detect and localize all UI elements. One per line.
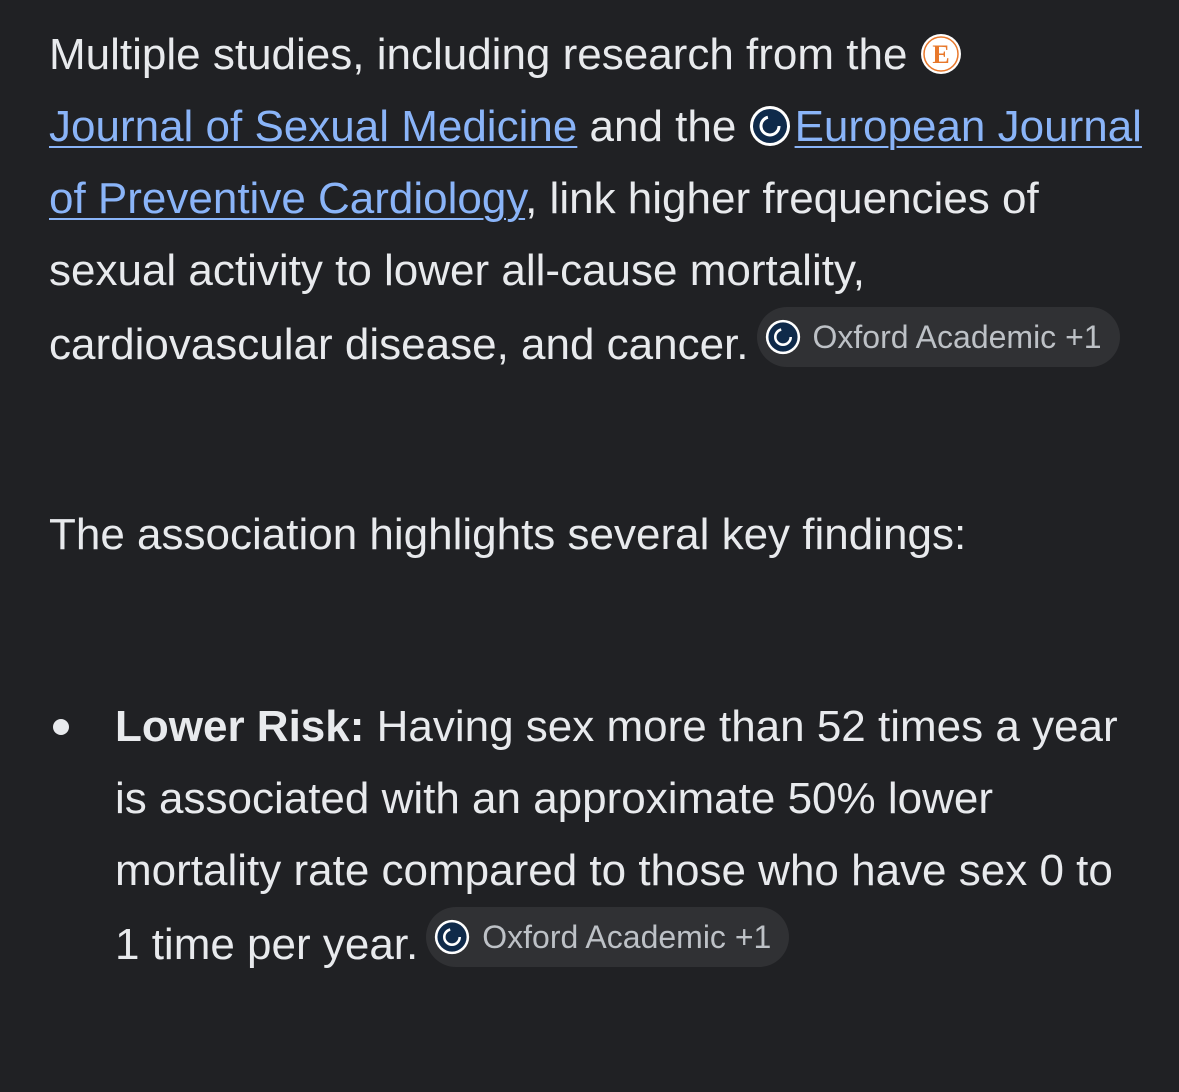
- source-chip[interactable]: Oxford Academic +1: [426, 907, 790, 967]
- source-chip-label: Oxford Academic +1: [812, 319, 1102, 355]
- paragraph-text: , link higher frequencies of sexual acti…: [49, 174, 1039, 369]
- oxford-academic-icon: [434, 919, 470, 955]
- e-letter-icon[interactable]: E: [920, 33, 962, 75]
- paragraph-studies: Multiple studies, including research fro…: [49, 19, 1149, 381]
- oxford-academic-icon[interactable]: [749, 105, 791, 147]
- european-journal-of-preventive-cardiology-link[interactable]: European Journal of Preventive Cardiolog…: [49, 102, 1142, 223]
- findings-list: Lower Risk: Having sex more than 52 time…: [49, 691, 1149, 981]
- paragraph-text: Multiple studies, including research fro…: [49, 30, 920, 79]
- bullet-dot: [53, 719, 69, 735]
- svg-text:E: E: [932, 40, 949, 69]
- source-chip-label: Oxford Academic +1: [482, 919, 772, 955]
- list-item: Lower Risk: Having sex more than 52 time…: [49, 691, 1149, 981]
- oxford-academic-icon: [765, 319, 801, 355]
- journal-of-sexual-medicine-link[interactable]: Journal of Sexual Medicine: [49, 102, 578, 151]
- finding-text: Having sex more than 52 times a year is …: [115, 702, 1118, 969]
- paragraph-findings-intro: The association highlights several key f…: [49, 510, 967, 559]
- paragraph-text: and the: [577, 102, 749, 151]
- finding-title: Lower Risk:: [115, 702, 365, 751]
- source-chip[interactable]: Oxford Academic +1: [756, 307, 1120, 367]
